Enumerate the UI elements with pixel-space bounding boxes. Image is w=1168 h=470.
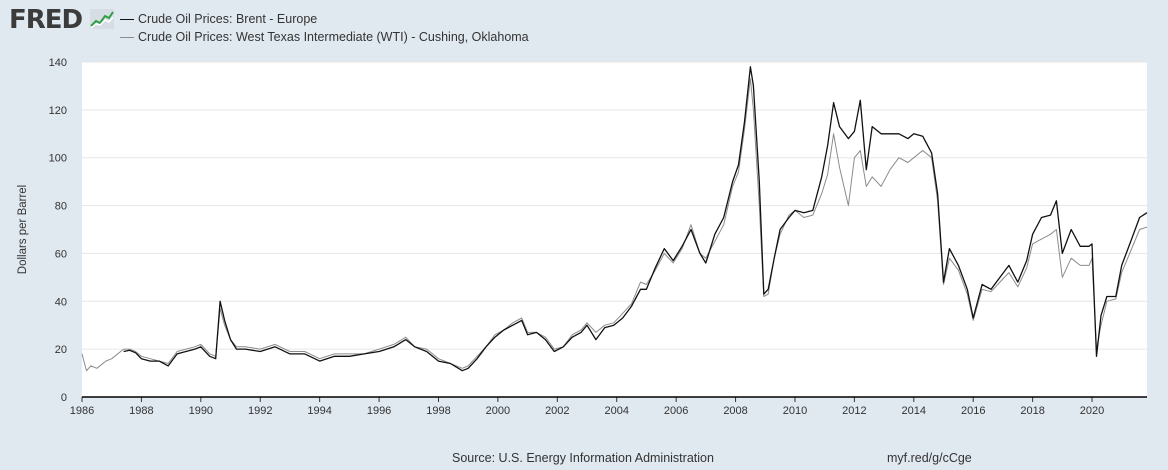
x-tick-label: 1998 xyxy=(426,405,450,417)
series-lines xyxy=(81,66,1148,372)
x-tick-label: 1994 xyxy=(307,405,331,417)
legend-item-wti[interactable]: Crude Oil Prices: West Texas Intermediat… xyxy=(120,30,529,44)
y-tick-label: 100 xyxy=(49,153,67,165)
y-tick-label: 80 xyxy=(55,201,67,213)
y-axis-ticks: 0 20 40 60 80 100 120 140 xyxy=(49,57,67,404)
legend-swatch-brent xyxy=(120,19,134,21)
x-tick-label: 2004 xyxy=(604,405,628,417)
y-tick-label: 40 xyxy=(55,296,67,308)
x-tick-label: 2000 xyxy=(486,405,510,417)
x-tick-label: 2010 xyxy=(783,405,807,417)
x-tick-label: 2012 xyxy=(842,405,866,417)
source-note: Source: U.S. Energy Information Administ… xyxy=(452,451,714,465)
y-tick-label: 20 xyxy=(55,344,67,356)
x-tick-label: 1986 xyxy=(70,405,94,417)
legend-label-wti: Crude Oil Prices: West Texas Intermediat… xyxy=(138,30,529,44)
series-line-brent xyxy=(123,66,1148,372)
x-tick-label: 1992 xyxy=(248,405,272,417)
y-tick-label: 60 xyxy=(55,248,67,260)
x-tick-label: 2016 xyxy=(961,405,985,417)
x-tick-label: 2018 xyxy=(1020,405,1044,417)
y-tick-label: 0 xyxy=(61,392,67,404)
x-tick-label: 2002 xyxy=(545,405,569,417)
y-axis-title: Dollars per Barrel xyxy=(17,185,29,274)
fred-logo[interactable]: FRED xyxy=(9,5,83,35)
x-tick-label: 2020 xyxy=(1080,405,1104,417)
x-tick-label: 1990 xyxy=(189,405,213,417)
x-tick-label: 2014 xyxy=(902,405,926,417)
x-tick-label: 1988 xyxy=(129,405,153,417)
x-tick-label: 2008 xyxy=(723,405,747,417)
x-tick-label: 1996 xyxy=(367,405,391,417)
plot-area xyxy=(82,62,1147,397)
short-link[interactable]: myf.red/g/cCge xyxy=(887,451,972,465)
x-tick-label: 2006 xyxy=(664,405,688,417)
legend-item-brent[interactable]: Crude Oil Prices: Brent - Europe xyxy=(120,12,317,26)
x-axis-ticks: 1986 1988 1990 1992 1994 1996 1998 2000 2002 2004… xyxy=(70,397,1104,417)
chart-header: FRED Crude Oil Prices: Brent - Europe Cr… xyxy=(0,0,1168,52)
legend-label-brent: Crude Oil Prices: Brent - Europe xyxy=(138,12,318,26)
fred-graph-icon xyxy=(90,9,114,29)
legend-swatch-wti xyxy=(120,37,134,39)
y-tick-label: 140 xyxy=(49,57,67,69)
y-tick-label: 120 xyxy=(49,105,67,117)
